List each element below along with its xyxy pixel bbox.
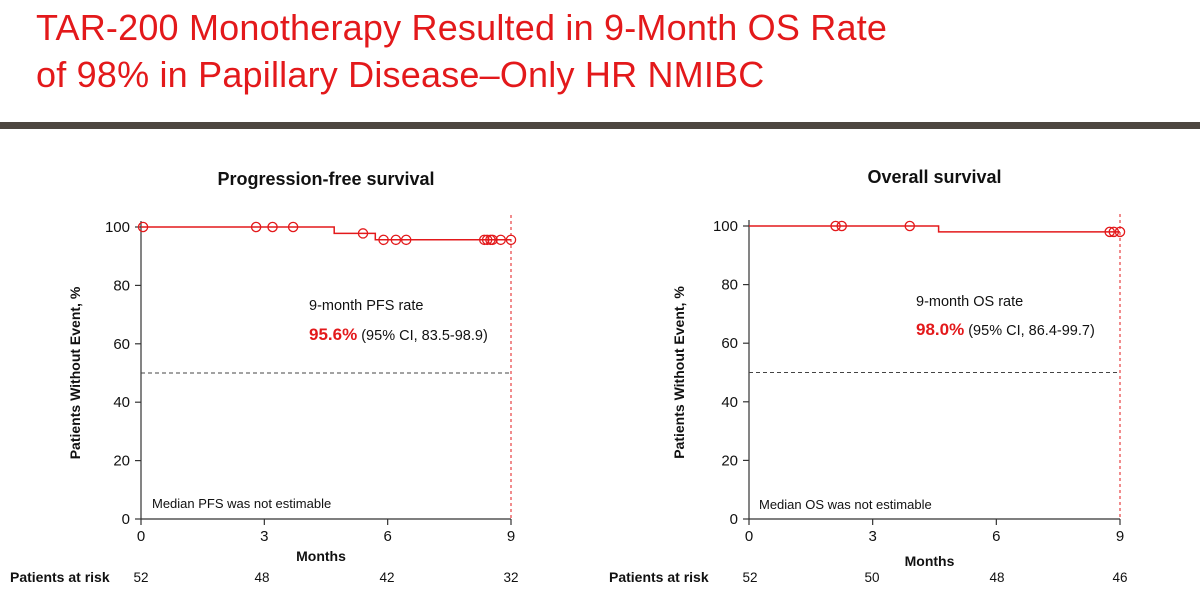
pfs-at-risk-value: 48 (254, 570, 269, 585)
os-rate-label: 9-month OS rate (916, 294, 1023, 310)
pfs-at-risk-value: 32 (503, 570, 518, 585)
pfs-survival-curve (141, 226, 511, 241)
pfs-x-axis-label: Months (296, 548, 346, 564)
pfs-censor-mark (505, 234, 517, 246)
pfs-censor-mark (400, 234, 412, 246)
pfs-censor-mark (287, 221, 299, 233)
os-y-tick-label: 40 (721, 394, 738, 411)
os-y-tick-label: 0 (730, 511, 738, 528)
os-censor-mark (830, 220, 841, 232)
pfs-censor-mark (357, 228, 369, 239)
os-censor-mark (1104, 226, 1115, 238)
os-rate-ci: (95% CI, 86.4-99.7) (964, 323, 1095, 339)
os-rate-value-line: 98.0% (95% CI, 86.4-99.7) (916, 320, 1095, 339)
pfs-at-risk-label: Patients at risk (10, 569, 110, 585)
pfs-y-tick-label: 80 (113, 277, 130, 294)
pfs-median-note: Median PFS was not estimable (152, 496, 331, 511)
pfs-at-risk-value: 42 (379, 570, 394, 585)
os-chart: Overall survival 0 20 40 60 80 100 0 3 6 9 Patients… (609, 167, 1128, 585)
pfs-chart: Progression-free survival 0 20 40 60 80 100 0 3 6… (10, 169, 519, 585)
os-censor-mark (1108, 226, 1120, 238)
os-censor-mark (904, 220, 916, 232)
header-divider (0, 122, 1200, 129)
pfs-y-tick-label: 40 (113, 394, 130, 411)
os-x-tick-label: 3 (868, 528, 876, 545)
os-at-risk-label: Patients at risk (609, 569, 709, 585)
pfs-rate-value: 95.6% (309, 325, 357, 344)
pfs-censor-mark (495, 234, 506, 246)
os-median-note: Median OS was not estimable (759, 497, 932, 512)
os-y-tick-label: 80 (721, 277, 738, 294)
pfs-y-axis-label: Patients Without Event, % (67, 286, 83, 459)
os-y-axis-label: Patients Without Event, % (671, 286, 687, 459)
pfs-x-tick-label: 9 (507, 528, 515, 545)
pfs-chart-title: Progression-free survival (217, 169, 434, 189)
pfs-y-tick-label: 60 (113, 336, 130, 353)
pfs-censor-mark (378, 234, 389, 246)
page-title-line2: of 98% in Papillary Disease–Only HR NMIB… (36, 54, 765, 95)
pfs-censor-mark (390, 234, 402, 246)
os-y-tick-label: 20 (721, 452, 738, 469)
pfs-y-tick-label: 20 (113, 453, 130, 470)
pfs-censor-mark (481, 234, 493, 246)
os-censor-mark (1114, 226, 1126, 238)
os-at-risk-value: 52 (742, 570, 757, 585)
pfs-rate-value-line: 95.6% (95% CI, 83.5-98.9) (309, 325, 488, 344)
os-x-tick-label: 0 (745, 528, 753, 545)
os-x-tick-label: 9 (1116, 528, 1124, 545)
pfs-censor-mark (487, 234, 498, 246)
os-chart-title: Overall survival (867, 167, 1001, 187)
os-at-risk-value: 48 (989, 570, 1004, 585)
pfs-censor-mark (250, 221, 262, 233)
pfs-at-risk-value: 52 (133, 570, 148, 585)
os-censor-mark (836, 220, 847, 232)
os-survival-curve (749, 225, 1120, 233)
pfs-x-tick-label: 0 (137, 528, 145, 545)
os-y-tick-label: 60 (721, 335, 738, 352)
page-title-line1: TAR-200 Monotherapy Resulted in 9-Month … (36, 7, 888, 48)
pfs-rate-ci: (95% CI, 83.5-98.9) (357, 328, 488, 344)
pfs-rate-label: 9-month PFS rate (309, 298, 423, 314)
os-at-risk-value: 50 (864, 570, 879, 585)
pfs-censor-mark (137, 221, 149, 233)
pfs-y-tick-label: 0 (122, 511, 130, 528)
page-title: TAR-200 Monotherapy Resulted in 9-Month … (36, 4, 1176, 98)
os-x-axis-label: Months (905, 553, 955, 569)
pfs-y-tick-label: 100 (105, 219, 130, 236)
os-at-risk-value: 46 (1112, 570, 1127, 585)
pfs-censor-mark (479, 234, 490, 246)
pfs-x-tick-label: 6 (383, 528, 391, 545)
os-rate-value: 98.0% (916, 320, 964, 339)
os-y-tick-label: 100 (713, 218, 738, 235)
pfs-censor-mark (267, 221, 278, 233)
pfs-x-tick-label: 3 (260, 528, 268, 545)
os-x-tick-label: 6 (992, 528, 1000, 545)
